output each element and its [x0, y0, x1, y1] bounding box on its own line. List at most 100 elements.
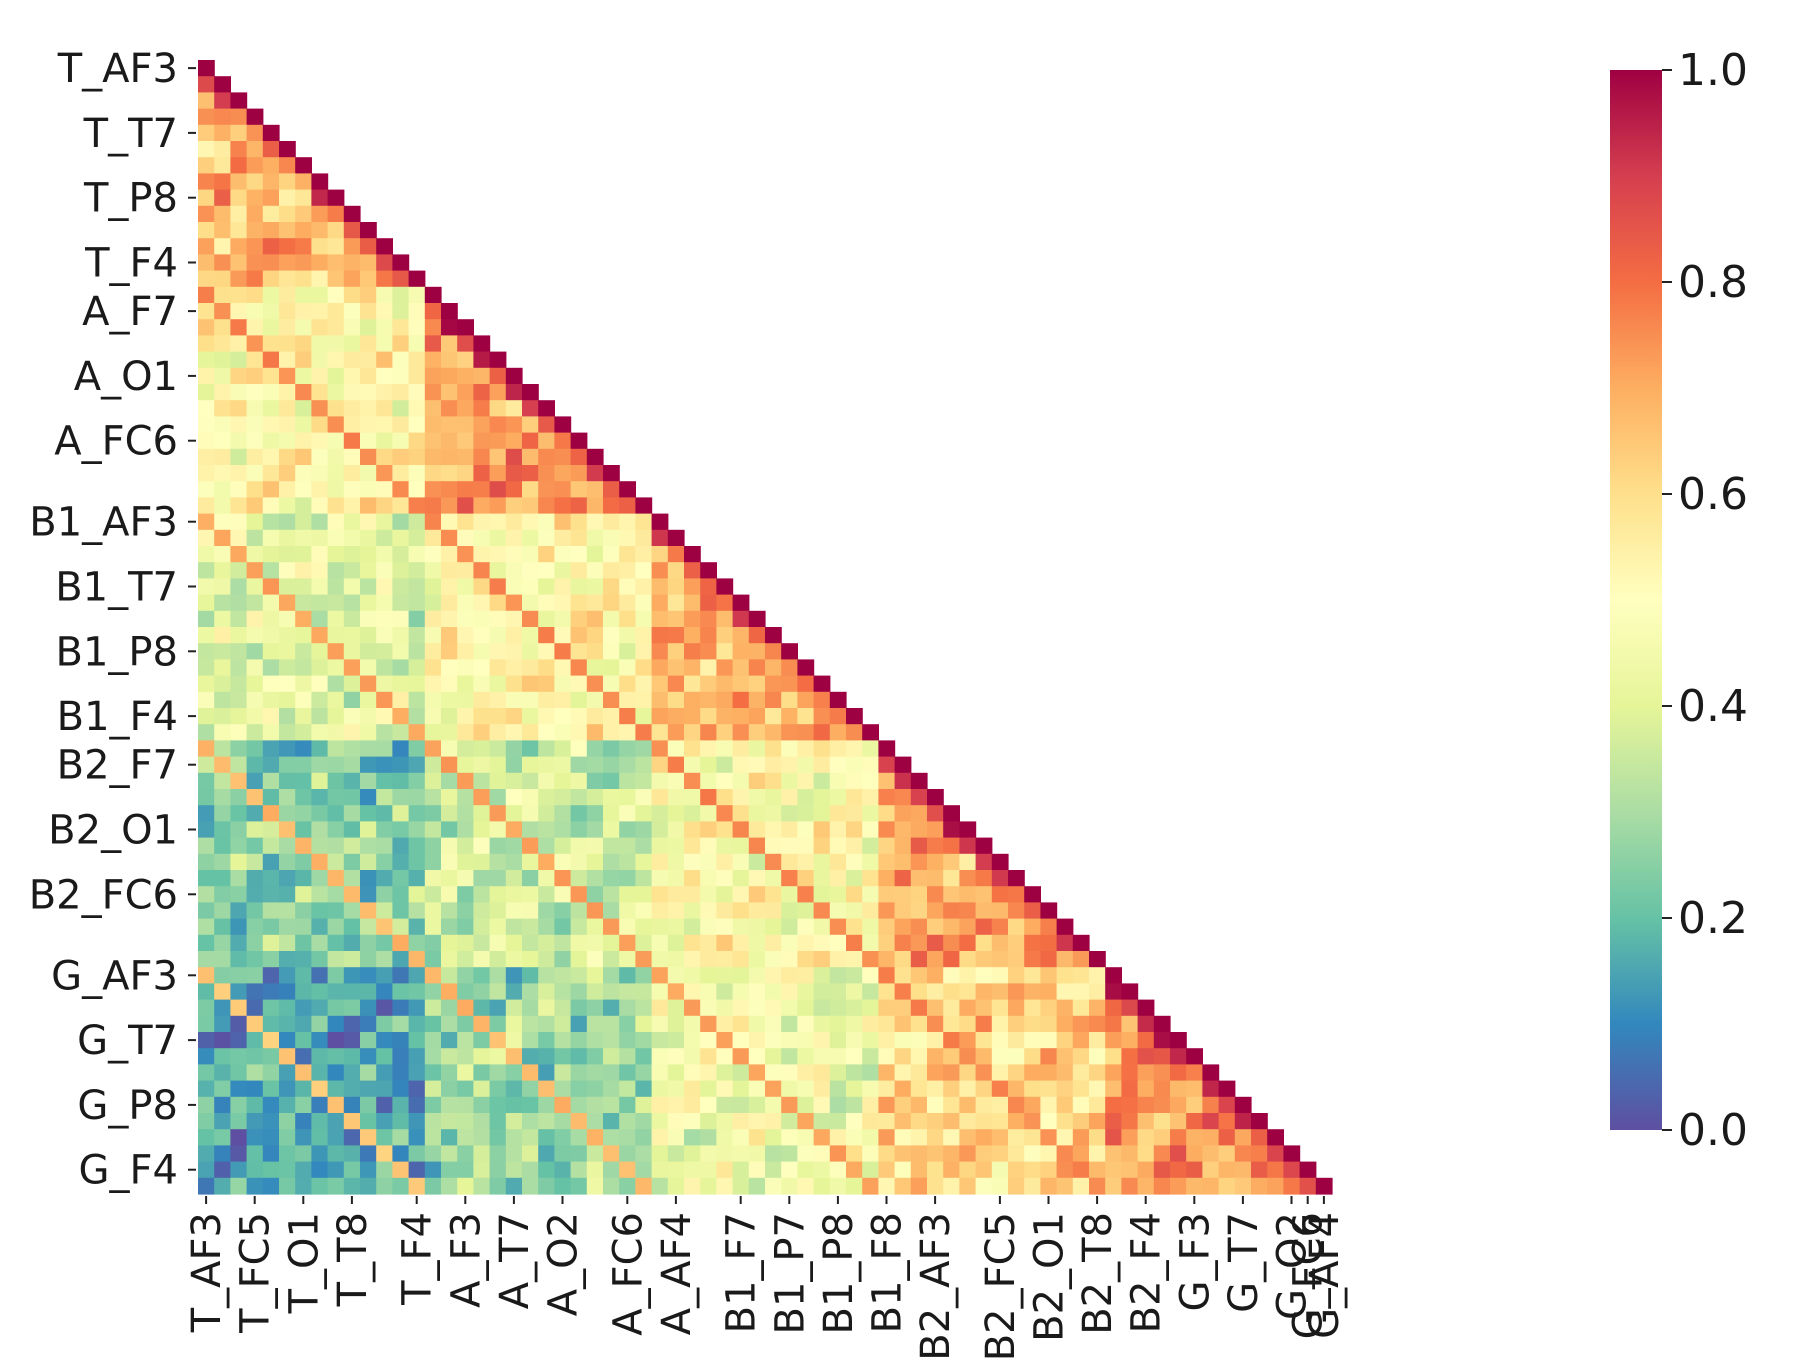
heatmap-cell — [910, 1032, 928, 1049]
heatmap-cell — [700, 983, 717, 1001]
heatmap-cell — [441, 416, 458, 434]
heatmap-cell — [781, 870, 798, 887]
heatmap-cell — [1008, 967, 1025, 984]
heatmap-cell — [765, 643, 782, 660]
heatmap-cell — [684, 821, 701, 839]
heatmap-cell — [894, 934, 912, 952]
heatmap-cell — [748, 1177, 766, 1195]
heatmap-cell — [246, 157, 264, 174]
heatmap-cell — [554, 789, 572, 806]
heatmap-cell — [635, 643, 653, 660]
heatmap-cell — [570, 1145, 588, 1163]
heatmap-cell — [862, 837, 879, 855]
heatmap-cell — [408, 999, 426, 1017]
heatmap-cell — [343, 1064, 361, 1082]
heatmap-cell — [1056, 1129, 1074, 1146]
heatmap-cell — [392, 691, 410, 709]
heatmap-cell — [360, 367, 377, 385]
heatmap-cell — [846, 983, 863, 1001]
heatmap-cell — [214, 902, 231, 920]
heatmap-cell — [716, 1032, 734, 1049]
heatmap-cell — [716, 756, 734, 774]
heatmap-cell — [441, 1015, 458, 1033]
heatmap-cell — [700, 1032, 717, 1049]
heatmap-cell — [732, 886, 750, 903]
heatmap-cell — [327, 1113, 345, 1130]
heatmap-cell — [457, 1080, 474, 1098]
heatmap-cell — [1008, 1129, 1025, 1146]
heatmap-cell — [343, 351, 361, 369]
heatmap-cell — [570, 659, 588, 677]
heatmap-cell — [279, 918, 296, 936]
heatmap-cell — [457, 837, 474, 855]
heatmap-cell — [457, 1177, 474, 1195]
heatmap-cell — [943, 934, 960, 952]
heatmap-cell — [214, 222, 231, 239]
heatmap-cell — [1137, 1048, 1155, 1065]
heatmap-cell — [797, 691, 815, 709]
heatmap-cell — [538, 1129, 555, 1146]
heatmap-cell — [732, 643, 750, 660]
heatmap-cell — [635, 529, 653, 547]
heatmap-cell — [473, 335, 491, 353]
heatmap-cell — [554, 610, 572, 628]
heatmap-cell — [489, 1145, 507, 1163]
heatmap-cell — [570, 918, 588, 936]
heatmap-cell — [376, 659, 393, 677]
heatmap-cell — [392, 1032, 410, 1049]
heatmap-cell — [975, 1015, 993, 1033]
heatmap-cell — [748, 659, 766, 677]
heatmap-cell — [392, 708, 410, 725]
heatmap-cell — [700, 1177, 717, 1195]
heatmap-cell — [408, 837, 426, 855]
heatmap-cell — [570, 691, 588, 709]
heatmap-cell — [748, 1048, 766, 1065]
heatmap-cell — [262, 1064, 280, 1082]
heatmap-cell — [732, 789, 750, 806]
heatmap-cell — [684, 1048, 701, 1065]
heatmap-cell — [360, 659, 377, 677]
heatmap-cell — [327, 870, 345, 887]
heatmap-cell — [732, 1177, 750, 1195]
heatmap-cell — [813, 675, 831, 693]
heatmap-cell — [1105, 1080, 1122, 1098]
heatmap-cell — [1105, 1113, 1122, 1130]
heatmap-cell — [894, 1096, 912, 1114]
heatmap-cell — [667, 562, 685, 579]
heatmap-cell — [230, 594, 248, 612]
heatmap-cell — [651, 870, 669, 887]
heatmap-cell — [311, 886, 329, 903]
heatmap-cell — [635, 691, 653, 709]
heatmap-cell — [1121, 1177, 1139, 1195]
heatmap-cell — [262, 238, 280, 255]
heatmap-cell — [554, 562, 572, 579]
heatmap-cell — [1024, 967, 1041, 984]
heatmap-cell — [748, 789, 766, 806]
heatmap-cell — [732, 999, 750, 1017]
heatmap-cell — [376, 675, 393, 693]
heatmap-cell — [878, 870, 896, 887]
heatmap-cell — [392, 918, 410, 936]
heatmap-cell — [603, 1161, 620, 1179]
heatmap-cell — [279, 384, 296, 401]
heatmap-cell — [376, 1048, 393, 1065]
heatmap-cell — [376, 1113, 393, 1130]
heatmap-cell — [619, 740, 636, 758]
heatmap-cell — [1251, 1145, 1268, 1163]
heatmap-cell — [651, 821, 669, 839]
heatmap-cell — [441, 351, 458, 369]
heatmap-cell — [198, 1015, 215, 1033]
heatmap-cell — [829, 1096, 847, 1114]
heatmap-cell — [619, 691, 636, 709]
heatmap-cell — [230, 610, 248, 628]
heatmap-cell — [262, 967, 280, 984]
heatmap-cell — [230, 740, 248, 758]
heatmap-cell — [781, 1161, 798, 1179]
heatmap-cell — [214, 789, 231, 806]
heatmap-cell — [927, 870, 944, 887]
heatmap-cell — [813, 756, 831, 774]
heatmap-cell — [651, 627, 669, 644]
heatmap-cell — [667, 821, 685, 839]
heatmap-cell — [846, 1129, 863, 1146]
heatmap-cell — [473, 465, 491, 482]
